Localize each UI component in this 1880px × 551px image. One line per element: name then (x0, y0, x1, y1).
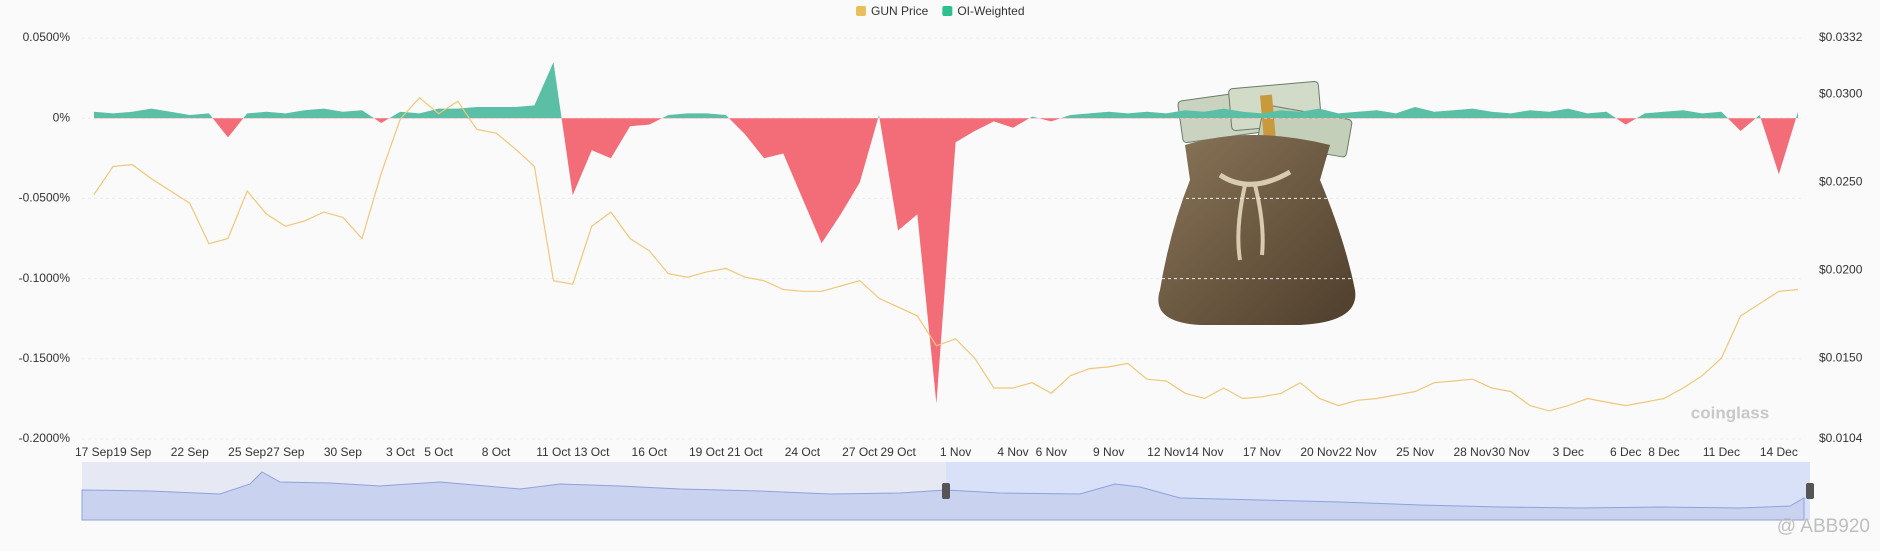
y2-tick-label: $0.0150 (1819, 350, 1863, 364)
x-tick-label: 27 Sep (266, 445, 304, 459)
x-tick-label: 17 Sep (75, 445, 113, 459)
y-tick-label: 0% (53, 110, 71, 124)
x-tick-label: 8 Dec (1648, 445, 1679, 459)
x-tick-label: 14 Dec (1760, 445, 1798, 459)
x-tick-label: 9 Nov (1093, 445, 1124, 459)
x-tick-label: 28 Nov (1454, 445, 1492, 459)
x-tick-label: 24 Oct (785, 445, 821, 459)
legend-label: GUN Price (871, 4, 929, 18)
x-tick-label: 6 Dec (1610, 445, 1641, 459)
legend-swatch (942, 6, 953, 16)
x-tick-label: 5 Oct (424, 445, 453, 459)
x-tick-label: 21 Oct (727, 445, 763, 459)
x-tick-label: 13 Oct (574, 445, 610, 459)
legend-swatch (856, 6, 866, 16)
x-tick-label: 17 Nov (1243, 445, 1281, 459)
x-tick-label: 8 Oct (482, 445, 511, 459)
navigator-handle[interactable] (1806, 483, 1814, 499)
credit: @ ABB920 (1777, 516, 1870, 537)
y2-tick-label: $0.0332 (1819, 30, 1863, 44)
x-tick-label: 25 Sep (228, 445, 266, 459)
x-tick-label: 11 Dec (1703, 445, 1740, 459)
price-line (93, 96, 1799, 412)
watermark: coinglass (1691, 403, 1769, 422)
navigator-handle[interactable] (942, 483, 950, 499)
x-tick-label: 30 Nov (1492, 445, 1530, 459)
x-tick-label: 22 Nov (1339, 445, 1377, 459)
x-tick-label: 1 Nov (940, 445, 971, 459)
x-tick-label: 19 Sep (113, 445, 151, 459)
x-tick-label: 16 Oct (632, 445, 668, 459)
money-bag-image (1158, 80, 1356, 325)
y2-tick-label: $0.0250 (1819, 174, 1863, 188)
x-tick-label: 20 Nov (1300, 445, 1338, 459)
x-tick-label: 30 Sep (324, 445, 362, 459)
y-tick-label: -0.1500% (19, 351, 71, 365)
x-tick-label: 4 Nov (997, 445, 1028, 459)
y2-tick-label: $0.0104 (1819, 431, 1863, 445)
x-tick-label: 14 Nov (1185, 445, 1223, 459)
x-tick-label: 29 Oct (880, 445, 916, 459)
y-tick-label: 0.0500% (23, 30, 71, 44)
x-tick-label: 3 Dec (1553, 445, 1584, 459)
legend-label: OI-Weighted (957, 4, 1024, 18)
y-tick-label: -0.1000% (19, 271, 71, 285)
x-tick-label: 3 Oct (386, 445, 415, 459)
y2-tick-label: $0.0300 (1819, 86, 1863, 100)
legend: GUN Price OI-Weighted (856, 4, 1025, 18)
x-tick-label: 27 Oct (842, 445, 878, 459)
funding-area (94, 62, 1798, 404)
x-tick-label: 11 Oct (536, 445, 571, 459)
x-tick-label: 25 Nov (1396, 445, 1434, 459)
y-tick-label: -0.0500% (19, 191, 71, 205)
y-tick-label: -0.2000% (19, 431, 71, 445)
x-tick-label: 22 Sep (171, 445, 209, 459)
y2-tick-label: $0.0200 (1819, 262, 1863, 276)
navigator[interactable] (81, 462, 1814, 521)
x-tick-label: 19 Oct (689, 445, 725, 459)
x-tick-label: 12 Nov (1147, 445, 1185, 459)
x-tick-label: 6 Nov (1036, 445, 1067, 459)
